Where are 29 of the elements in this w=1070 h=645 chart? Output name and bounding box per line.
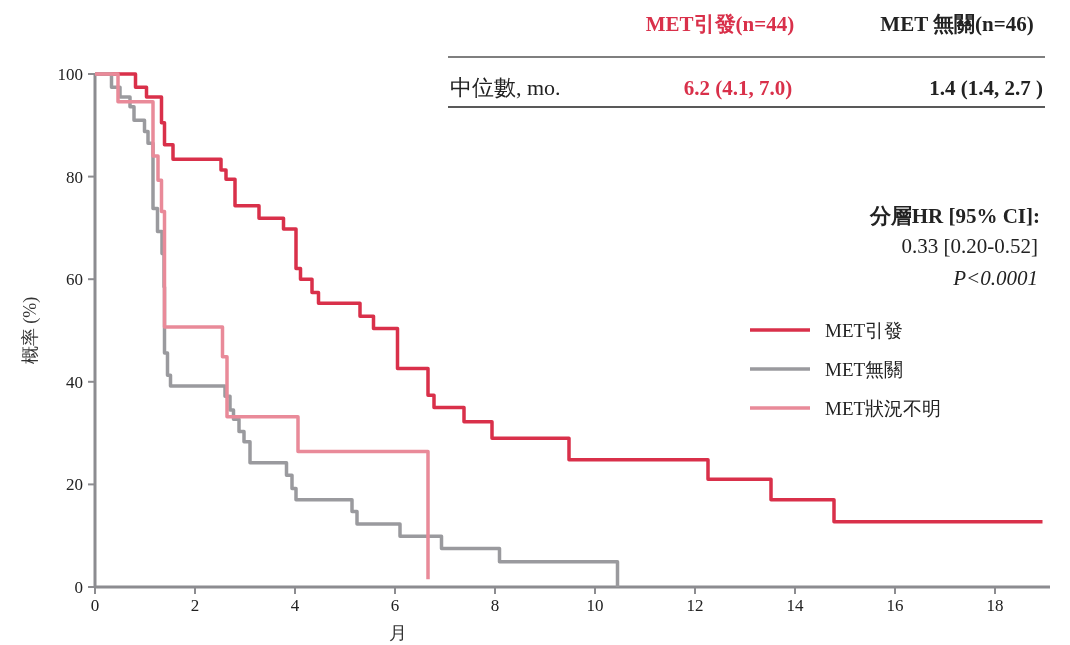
y-tick-label: 0: [74, 578, 83, 597]
x-tick-label: 18: [986, 596, 1004, 615]
x-tick-label: 14: [786, 596, 804, 615]
annotation: 分層HR [95% CI]:: [868, 204, 1040, 228]
annotation: 0.33 [0.20-0.52]: [901, 234, 1038, 258]
x-tick-label: 2: [190, 596, 200, 615]
y-axis-title: 概率 (%): [20, 296, 41, 365]
x-tick-label: 6: [390, 596, 400, 615]
x-axis-title: 月: [388, 623, 407, 643]
legend-label: MET狀況不明: [825, 398, 942, 419]
annotation: 中位數, mo.: [450, 75, 561, 100]
x-tick-label: 10: [586, 596, 604, 615]
x-tick-label: 16: [886, 596, 904, 615]
text: MET引發(n=44): [645, 12, 795, 36]
x-tick-label: 4: [290, 596, 300, 615]
y-tick-label: 60: [66, 270, 83, 290]
legend-label: MET無關: [825, 359, 904, 380]
text: MET 無關(n=46): [880, 12, 1034, 36]
annotation: 1.4 (1.4, 2.7 ): [929, 76, 1043, 100]
x-tick-label: 0: [90, 596, 100, 615]
annotation: P<0.0001: [952, 266, 1038, 290]
y-tick-label: 20: [66, 475, 83, 495]
y-tick-label: 100: [57, 65, 83, 84]
annotation: 6.2 (4.1, 7.0): [683, 76, 793, 100]
y-tick-label: 40: [66, 372, 83, 392]
legend-label: MET引發: [825, 320, 904, 341]
x-tick-label: 8: [490, 596, 500, 615]
y-tick-label: 80: [66, 167, 83, 187]
x-tick-label: 12: [686, 596, 704, 615]
